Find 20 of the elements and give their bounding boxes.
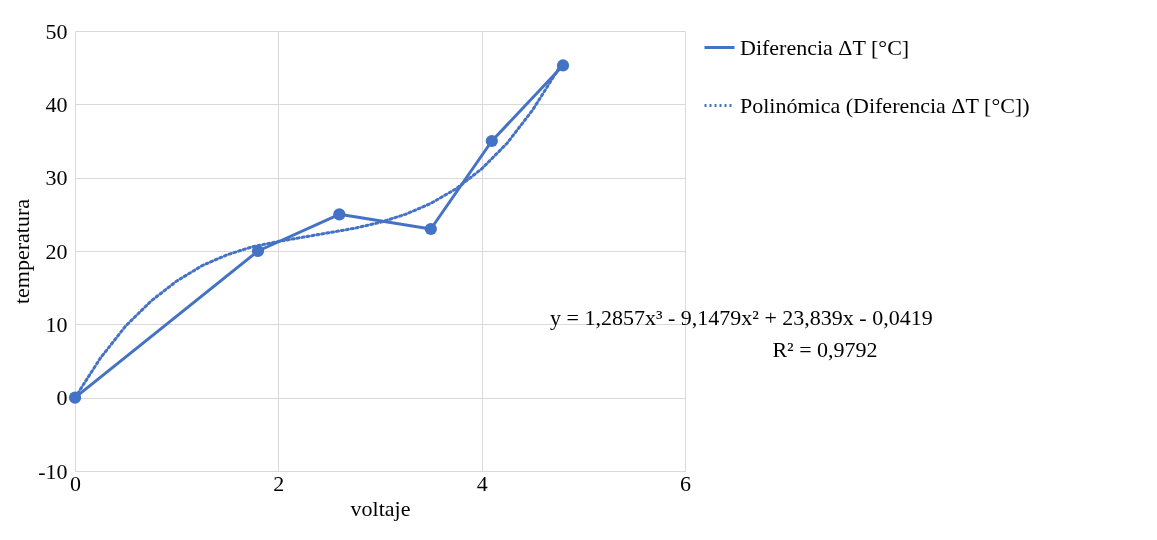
- x-axis-title: voltaje: [350, 495, 411, 521]
- x-tick-label: 6: [680, 470, 691, 496]
- y-tick-label: 20: [45, 238, 68, 264]
- point: [333, 208, 346, 221]
- point: [485, 134, 498, 148]
- y-axis-title: temperatura: [9, 198, 35, 305]
- y-tick-label: 10: [45, 311, 68, 337]
- text: R² = 0,9792: [772, 337, 878, 362]
- y-tick-label: -10: [38, 458, 68, 484]
- point: [251, 244, 265, 258]
- point: [424, 222, 437, 236]
- y-tick-label: 40: [45, 91, 68, 117]
- legend-label: Polinómica (Diferencia ΔT [°C]): [740, 92, 1030, 118]
- y-tick-label: 50: [45, 18, 68, 44]
- legend-label: Diferencia ΔT [°C]: [740, 34, 910, 60]
- x-tick-label: 4: [476, 470, 488, 496]
- y-tick-label: 30: [45, 165, 68, 191]
- annotation: y = 1,2857x³ - 9,1479x² + 23,839x - 0,0419: [550, 305, 933, 330]
- x-tick-label: 2: [273, 470, 285, 496]
- y-tick-label: 0: [56, 385, 68, 411]
